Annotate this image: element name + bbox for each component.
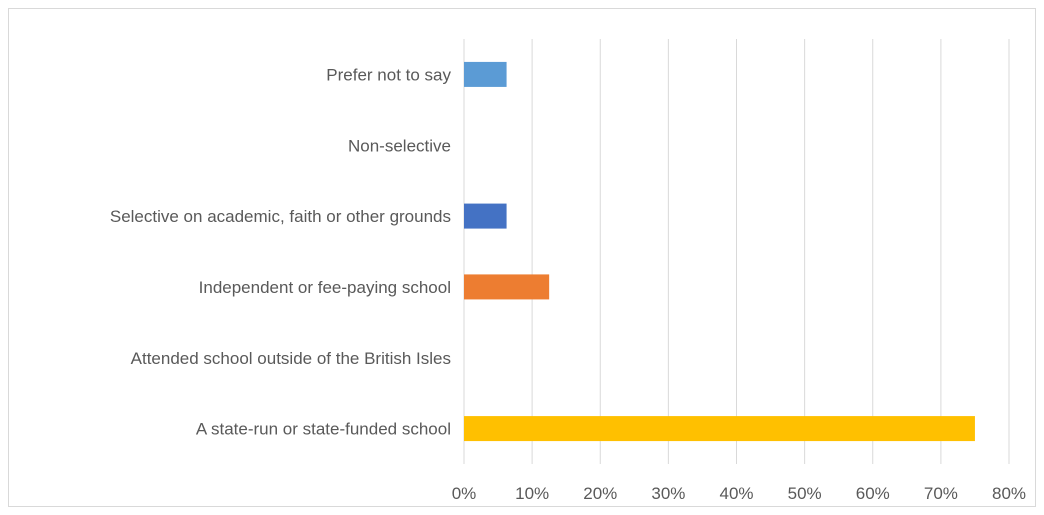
category-label: Selective on academic, faith or other gr… — [110, 207, 451, 226]
x-tick-labels: 0% 10% 20% 30% 40% 50% 60% 70% 80% — [452, 484, 1026, 503]
bars — [464, 61, 975, 442]
category-labels: A state-run or state-funded school Attend… — [110, 65, 452, 438]
x-tick-label: 80% — [992, 484, 1026, 503]
category-label: Independent or fee-paying school — [199, 278, 451, 297]
bar — [464, 416, 975, 442]
category-label: Non-selective — [348, 136, 451, 155]
bar-chart: A state-run or state-funded school Attend… — [110, 39, 1026, 503]
bar — [464, 61, 507, 87]
bar — [464, 203, 507, 229]
bar — [464, 274, 550, 300]
category-label: A state-run or state-funded school — [196, 420, 451, 439]
x-tick-label: 10% — [515, 484, 549, 503]
x-tick-label: 40% — [719, 484, 753, 503]
category-label: Attended school outside of the British I… — [131, 349, 451, 368]
x-tick-label: 50% — [788, 484, 822, 503]
category-label: Prefer not to say — [326, 65, 451, 84]
chart-area: A state-run or state-funded school Attend… — [8, 8, 1036, 507]
x-tick-label: 20% — [583, 484, 617, 503]
x-tick-label: 70% — [924, 484, 958, 503]
x-tick-label: 30% — [651, 484, 685, 503]
gridlines — [463, 39, 1010, 464]
x-tick-label: 60% — [856, 484, 890, 503]
x-tick-label: 0% — [452, 484, 477, 503]
